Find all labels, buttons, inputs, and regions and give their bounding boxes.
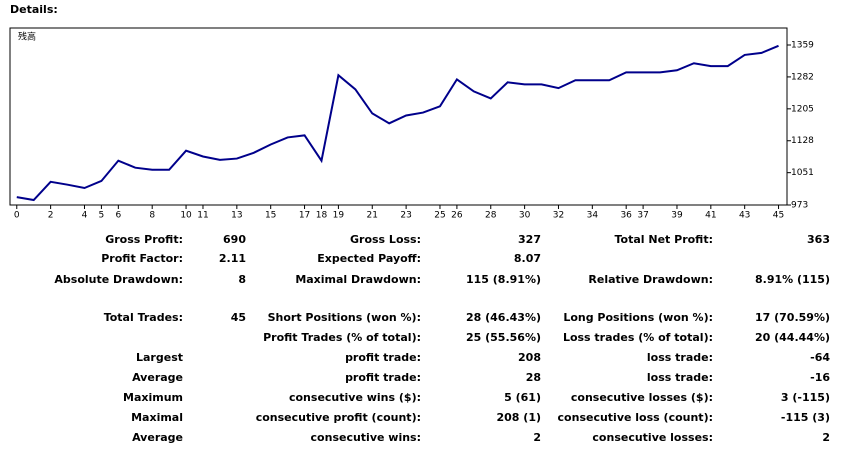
x-tick-label: 43	[739, 211, 750, 221]
stat-value: 45	[231, 311, 246, 324]
stat-value: -16	[810, 371, 830, 384]
stat-label: Maximal Drawdown:	[295, 273, 421, 286]
stat-label: Long Positions (won %):	[563, 311, 713, 324]
x-tick-label: 18	[316, 211, 328, 221]
series-label: 残高	[18, 31, 36, 43]
x-tick-label: 4	[82, 211, 88, 221]
stat-value: 28	[526, 371, 541, 384]
x-tick-label: 11	[197, 211, 208, 221]
x-tick-label: 45	[773, 211, 784, 221]
stat-value: 208 (1)	[497, 411, 542, 424]
y-tick-label: 973	[791, 201, 808, 211]
stat-value: 5 (61)	[504, 391, 541, 404]
stat-label: Profit Factor:	[101, 252, 183, 265]
y-tick-label: 1282	[791, 72, 814, 82]
stat-label: Short Positions (won %):	[268, 311, 421, 324]
stat-value: 28 (46.43%)	[466, 311, 541, 324]
stat-label: consecutive losses ($):	[571, 391, 713, 404]
x-tick-label: 37	[637, 211, 648, 221]
stat-value: 25 (55.56%)	[466, 331, 541, 344]
x-tick-label: 25	[434, 211, 445, 221]
stat-label: loss trade:	[647, 351, 713, 364]
header: Details:	[10, 3, 58, 16]
y-tick-label: 1359	[791, 40, 814, 50]
stat-label: Gross Profit:	[105, 233, 183, 246]
stat-label: consecutive loss (count):	[558, 411, 713, 424]
stat-label: consecutive profit (count):	[256, 411, 421, 424]
x-tick-label: 5	[99, 211, 105, 221]
stat-label: profit trade:	[345, 351, 421, 364]
y-tick-label: 1128	[791, 136, 814, 146]
stat-label: Largest	[136, 351, 183, 364]
x-tick-label: 6	[115, 211, 121, 221]
x-tick-label: 39	[671, 211, 683, 221]
stat-value: 8	[238, 273, 246, 286]
x-tick-label: 2	[48, 211, 54, 221]
stat-label: Profit Trades (% of total):	[263, 331, 421, 344]
stat-value: 2	[822, 431, 830, 444]
balance-line	[16, 44, 779, 202]
x-tick-label: 34	[587, 211, 599, 221]
stat-label: consecutive losses:	[592, 431, 713, 444]
x-tick-label: 19	[333, 211, 345, 221]
stat-label: Total Net Profit:	[615, 233, 714, 246]
y-tick-label: 1205	[791, 104, 814, 114]
x-tick-label: 10	[180, 211, 192, 221]
x-tick-label: 28	[485, 211, 497, 221]
x-tick-label: 41	[705, 211, 716, 221]
stat-label: consecutive wins:	[311, 431, 421, 444]
stat-label: Average	[132, 431, 183, 444]
stat-label: Total Trades:	[104, 311, 183, 324]
stat-value: -115 (3)	[781, 411, 830, 424]
stat-value: 3 (-115)	[781, 391, 830, 404]
stat-value: 363	[807, 233, 830, 246]
stat-value: 2	[533, 431, 541, 444]
stat-label: Gross Loss:	[350, 233, 421, 246]
x-tick-label: 26	[451, 211, 463, 221]
stat-value: -64	[810, 351, 830, 364]
x-tick-label: 36	[620, 211, 632, 221]
stat-value: 690	[223, 233, 246, 246]
stat-value: 2.11	[219, 252, 246, 265]
stat-label: Relative Drawdown:	[588, 273, 713, 286]
stat-value: 115 (8.91%)	[466, 273, 541, 286]
stat-value: 8.07	[514, 252, 541, 265]
stat-label: consecutive wins ($):	[289, 391, 421, 404]
stat-label: Average	[132, 371, 183, 384]
stat-label: loss trade:	[647, 371, 713, 384]
stat-label: Maximal	[131, 411, 183, 424]
x-tick-label: 0	[14, 211, 20, 221]
x-tick-label: 21	[367, 211, 378, 221]
stat-value: 327	[518, 233, 541, 246]
x-tick-label: 23	[400, 211, 411, 221]
x-tick-label: 13	[231, 211, 242, 221]
stat-value: 17 (70.59%)	[755, 311, 830, 324]
x-tick-label: 30	[519, 211, 531, 221]
x-tick-label: 17	[299, 211, 310, 221]
stat-label: Loss trades (% of total):	[563, 331, 713, 344]
stat-value: 20 (44.44%)	[755, 331, 830, 344]
x-tick-label: 8	[149, 211, 155, 221]
plot-area	[9, 27, 788, 206]
stat-value: 208	[518, 351, 541, 364]
stat-value: 8.91% (115)	[755, 273, 830, 286]
y-tick-label: 1051	[791, 168, 814, 178]
stat-label: Expected Payoff:	[317, 252, 421, 265]
stat-label: Absolute Drawdown:	[54, 273, 183, 286]
x-tick-label: 15	[265, 211, 276, 221]
stat-label: profit trade:	[345, 371, 421, 384]
x-tick-label: 32	[553, 211, 564, 221]
stat-label: Maximum	[123, 391, 183, 404]
